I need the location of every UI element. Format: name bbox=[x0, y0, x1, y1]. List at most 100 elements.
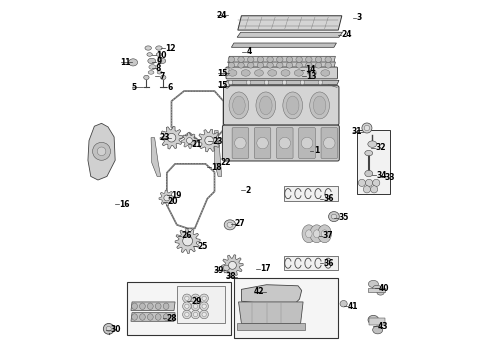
Text: 35: 35 bbox=[338, 213, 348, 222]
Ellipse shape bbox=[377, 290, 384, 295]
Ellipse shape bbox=[325, 62, 331, 68]
Ellipse shape bbox=[223, 265, 230, 271]
Bar bbox=[126, 282, 231, 335]
Ellipse shape bbox=[163, 303, 169, 310]
Ellipse shape bbox=[365, 150, 373, 156]
Bar bbox=[285, 186, 338, 201]
Ellipse shape bbox=[362, 123, 372, 133]
Polygon shape bbox=[131, 313, 175, 321]
Polygon shape bbox=[131, 302, 175, 311]
Ellipse shape bbox=[144, 75, 149, 80]
Ellipse shape bbox=[147, 314, 153, 320]
Ellipse shape bbox=[132, 314, 137, 320]
Ellipse shape bbox=[227, 222, 233, 227]
Circle shape bbox=[300, 80, 304, 85]
Bar bbox=[234, 278, 338, 338]
Circle shape bbox=[318, 80, 322, 85]
Bar bbox=[177, 286, 225, 323]
Text: 38: 38 bbox=[225, 272, 236, 281]
Circle shape bbox=[106, 326, 111, 331]
Bar bbox=[368, 288, 385, 292]
Circle shape bbox=[202, 312, 206, 317]
Ellipse shape bbox=[233, 96, 245, 115]
Circle shape bbox=[183, 236, 193, 246]
Bar bbox=[357, 130, 390, 194]
Text: 15: 15 bbox=[217, 81, 227, 90]
Ellipse shape bbox=[331, 214, 337, 219]
Text: 12: 12 bbox=[165, 44, 175, 53]
Ellipse shape bbox=[308, 70, 317, 76]
Bar bbox=[225, 68, 229, 74]
Ellipse shape bbox=[156, 46, 162, 50]
Circle shape bbox=[194, 296, 197, 301]
Ellipse shape bbox=[157, 71, 162, 74]
FancyBboxPatch shape bbox=[321, 128, 338, 158]
Ellipse shape bbox=[224, 220, 236, 230]
Ellipse shape bbox=[228, 70, 237, 76]
Ellipse shape bbox=[225, 84, 229, 88]
Bar bbox=[285, 256, 338, 270]
Ellipse shape bbox=[225, 71, 229, 76]
Bar bbox=[237, 323, 304, 330]
Circle shape bbox=[366, 179, 373, 186]
Ellipse shape bbox=[238, 57, 245, 62]
Text: 3: 3 bbox=[357, 13, 362, 22]
Ellipse shape bbox=[368, 141, 377, 147]
Ellipse shape bbox=[268, 70, 277, 76]
Polygon shape bbox=[231, 43, 337, 47]
Circle shape bbox=[103, 323, 114, 334]
Text: 10: 10 bbox=[156, 51, 167, 60]
Text: 7: 7 bbox=[160, 72, 165, 81]
Text: 41: 41 bbox=[348, 302, 358, 311]
Text: 23: 23 bbox=[160, 133, 171, 142]
Text: 16: 16 bbox=[120, 200, 130, 209]
Ellipse shape bbox=[296, 57, 302, 62]
Text: 36: 36 bbox=[324, 259, 334, 268]
Text: 9: 9 bbox=[157, 57, 162, 66]
Text: 15: 15 bbox=[217, 69, 227, 78]
Circle shape bbox=[323, 137, 335, 149]
FancyBboxPatch shape bbox=[254, 128, 271, 158]
Ellipse shape bbox=[318, 225, 331, 243]
Text: 26: 26 bbox=[182, 231, 192, 240]
Circle shape bbox=[235, 137, 246, 149]
Polygon shape bbox=[151, 138, 161, 176]
Polygon shape bbox=[160, 126, 183, 149]
Circle shape bbox=[202, 304, 206, 309]
Ellipse shape bbox=[313, 96, 326, 115]
Text: 13: 13 bbox=[306, 72, 317, 81]
Ellipse shape bbox=[310, 92, 329, 119]
Polygon shape bbox=[215, 131, 221, 176]
Circle shape bbox=[358, 179, 366, 186]
Ellipse shape bbox=[256, 92, 276, 119]
Text: 29: 29 bbox=[191, 297, 201, 306]
Ellipse shape bbox=[302, 225, 316, 243]
Text: 25: 25 bbox=[197, 242, 208, 251]
Circle shape bbox=[373, 179, 380, 186]
Ellipse shape bbox=[149, 65, 156, 69]
Circle shape bbox=[202, 296, 206, 301]
Ellipse shape bbox=[155, 303, 161, 310]
Polygon shape bbox=[197, 129, 220, 152]
Polygon shape bbox=[228, 62, 335, 68]
Text: 6: 6 bbox=[168, 83, 172, 92]
FancyBboxPatch shape bbox=[276, 128, 293, 158]
Ellipse shape bbox=[129, 59, 138, 66]
Ellipse shape bbox=[267, 62, 273, 68]
Polygon shape bbox=[239, 302, 303, 323]
Circle shape bbox=[93, 142, 111, 160]
FancyBboxPatch shape bbox=[232, 128, 248, 158]
Ellipse shape bbox=[158, 58, 166, 64]
Circle shape bbox=[185, 296, 189, 301]
Ellipse shape bbox=[267, 57, 273, 62]
Text: 28: 28 bbox=[167, 314, 177, 323]
Circle shape bbox=[191, 310, 200, 319]
Ellipse shape bbox=[161, 75, 166, 80]
Ellipse shape bbox=[306, 57, 312, 62]
Ellipse shape bbox=[228, 62, 235, 68]
Circle shape bbox=[187, 138, 193, 144]
Circle shape bbox=[183, 310, 191, 319]
Text: 8: 8 bbox=[156, 64, 161, 73]
Ellipse shape bbox=[229, 92, 249, 119]
Ellipse shape bbox=[148, 58, 156, 64]
